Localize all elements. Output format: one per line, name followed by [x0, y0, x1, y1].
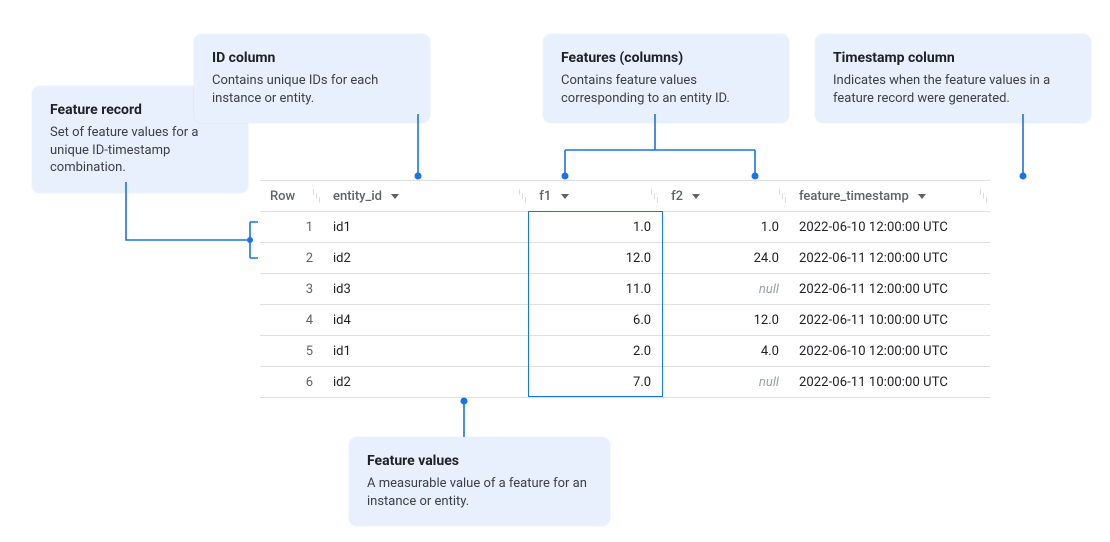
- callout-id-column: ID column Contains unique IDs for each i…: [194, 34, 430, 123]
- cell-row: 6: [260, 367, 323, 398]
- cell-feature-timestamp: 2022-06-10 12:00:00 UTC: [789, 212, 990, 243]
- resize-handle-icon[interactable]: [779, 189, 787, 203]
- highlight-box-f1: [528, 211, 663, 397]
- col-header-label: f1: [539, 189, 551, 204]
- col-header-label: feature_timestamp: [799, 189, 909, 204]
- cell-row: 5: [260, 336, 323, 367]
- sort-caret-icon[interactable]: [918, 194, 926, 199]
- cell-f2: 1.0: [661, 212, 789, 243]
- cell-feature-timestamp: 2022-06-11 10:00:00 UTC: [789, 367, 990, 398]
- cell-entity-id: id1: [323, 212, 529, 243]
- callout-desc: A measurable value of a feature for an i…: [367, 475, 592, 510]
- cell-entity-id: id2: [323, 367, 529, 398]
- connector-feature-record-2: [118, 182, 268, 262]
- callout-desc: Contains feature values corresponding to…: [561, 72, 771, 107]
- connector-timestamp-column: [1015, 114, 1035, 184]
- cell-f2: null: [661, 274, 789, 305]
- resize-handle-icon[interactable]: [519, 189, 527, 203]
- sort-caret-icon[interactable]: [692, 194, 700, 199]
- cell-row: 1: [260, 212, 323, 243]
- callout-desc: Indicates when the feature values in a f…: [833, 72, 1073, 107]
- cell-f2: 12.0: [661, 305, 789, 336]
- callout-desc: Contains unique IDs for each instance or…: [212, 72, 412, 107]
- cell-row: 4: [260, 305, 323, 336]
- resize-handle-icon[interactable]: [651, 189, 659, 203]
- cell-row: 2: [260, 243, 323, 274]
- col-header-f2[interactable]: f2: [661, 181, 789, 212]
- sort-caret-icon[interactable]: [561, 194, 569, 199]
- cell-feature-timestamp: 2022-06-11 10:00:00 UTC: [789, 305, 990, 336]
- col-header-feature-timestamp[interactable]: feature_timestamp: [789, 181, 990, 212]
- resize-handle-icon[interactable]: [980, 189, 988, 203]
- cell-entity-id: id1: [323, 336, 529, 367]
- col-header-label: Row: [270, 189, 295, 204]
- callout-title: Timestamp column: [833, 50, 1073, 66]
- connector-id-column: [410, 114, 430, 184]
- col-header-row[interactable]: Row: [260, 181, 323, 212]
- cell-feature-timestamp: 2022-06-11 12:00:00 UTC: [789, 274, 990, 305]
- callout-features-columns: Features (columns) Contains feature valu…: [543, 34, 789, 123]
- cell-feature-timestamp: 2022-06-10 12:00:00 UTC: [789, 336, 990, 367]
- callout-title: ID column: [212, 50, 412, 66]
- col-header-label: f2: [671, 189, 683, 204]
- cell-row: 3: [260, 274, 323, 305]
- callout-desc: Set of feature values for a unique ID-ti…: [50, 124, 230, 177]
- resize-handle-icon[interactable]: [313, 189, 321, 203]
- col-header-label: entity_id: [333, 189, 382, 204]
- connector-features-columns: [545, 114, 805, 189]
- table-header-row: Row entity_id f1 f2 feature_timestamp: [260, 181, 990, 212]
- cell-feature-timestamp: 2022-06-11 12:00:00 UTC: [789, 243, 990, 274]
- cell-entity-id: id4: [323, 305, 529, 336]
- cell-entity-id: id3: [323, 274, 529, 305]
- col-header-f1[interactable]: f1: [529, 181, 661, 212]
- callout-title: Feature values: [367, 453, 592, 469]
- cell-f2: 24.0: [661, 243, 789, 274]
- callout-feature-values: Feature values A measurable value of a f…: [349, 437, 610, 526]
- cell-f2: null: [661, 367, 789, 398]
- cell-entity-id: id2: [323, 243, 529, 274]
- connector-feature-values: [456, 397, 476, 441]
- cell-f2: 4.0: [661, 336, 789, 367]
- callout-timestamp-column: Timestamp column Indicates when the feat…: [815, 34, 1091, 123]
- sort-caret-icon[interactable]: [391, 194, 399, 199]
- col-header-entity-id[interactable]: entity_id: [323, 181, 529, 212]
- callout-title: Features (columns): [561, 50, 771, 66]
